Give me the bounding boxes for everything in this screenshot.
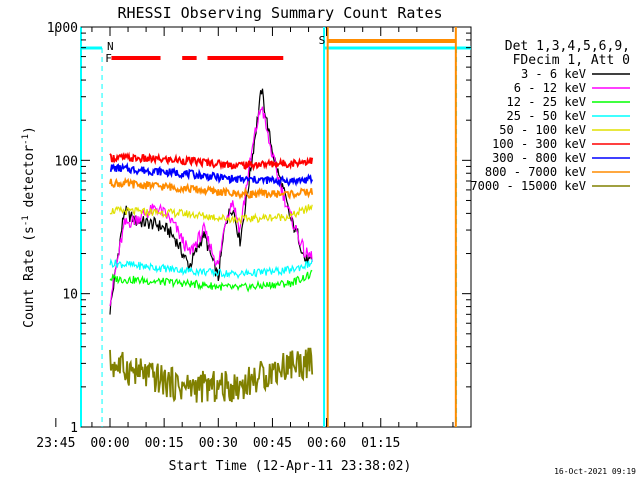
flare-label: F (105, 52, 112, 65)
chart-title: RHESSI Observing Summary Count Rates (117, 4, 442, 22)
legend-label-1: 3 - 6 keV (521, 67, 586, 81)
legend-header-line-1: Det 1,3,4,5,6,9, (505, 39, 630, 54)
x-tick-label: 00:45 (253, 436, 292, 451)
x-tick-label: 00:30 (199, 436, 238, 451)
legend-header-line-2: FDecim 1, Att 0 (513, 53, 630, 68)
x-axis-label: Start Time (12-Apr-11 23:38:02) (169, 459, 412, 474)
legend-label-8: 800 - 7000 keV (485, 165, 586, 179)
series-line-7 (109, 162, 314, 188)
legend-label-2: 6 - 12 keV (514, 81, 586, 95)
series-line-9 (109, 347, 314, 403)
legend-label-3: 12 - 25 keV (507, 95, 586, 109)
y-label-sup-2: -1 (21, 134, 31, 145)
x-tick-label: 01:15 (361, 436, 400, 451)
timestamp: 16-Oct-2021 09:19 (554, 467, 636, 476)
x-tick-label: 23:45 (36, 436, 75, 451)
legend-label-4: 25 - 50 keV (507, 109, 586, 123)
saa-label: S (319, 34, 326, 47)
night-label: N (107, 40, 114, 53)
y-tick-label: 1000 (47, 21, 78, 36)
series-line-3 (109, 269, 313, 293)
legend-label-5: 50 - 100 keV (499, 123, 586, 137)
y-label-mid: detector (22, 145, 37, 216)
series-line-5 (109, 204, 313, 226)
x-tick-label: 00:60 (307, 436, 346, 451)
series-line-2 (109, 106, 313, 307)
y-axis-label: Count Rate (s-1 detector-1) (21, 126, 37, 328)
series-line-8 (109, 176, 314, 200)
legend-label-6: 100 - 300 keV (492, 137, 586, 151)
y-tick-label: 10 (62, 288, 78, 303)
legend-label-9: 7000 - 15000 keV (470, 179, 586, 193)
series-line-4 (109, 258, 313, 280)
series-line-1 (109, 88, 313, 315)
series-line-6 (109, 151, 314, 172)
y-tick-label: 100 (55, 154, 78, 169)
x-tick-label: 00:00 (90, 436, 129, 451)
y-label-main: Count Rate (s (22, 226, 37, 328)
legend-label-7: 300 - 800 keV (492, 151, 586, 165)
y-label-end: ) (22, 126, 37, 134)
x-tick-label: 00:15 (145, 436, 184, 451)
y-label-sup-1: -1 (21, 215, 31, 226)
y-tick-label: 1 (70, 421, 78, 436)
